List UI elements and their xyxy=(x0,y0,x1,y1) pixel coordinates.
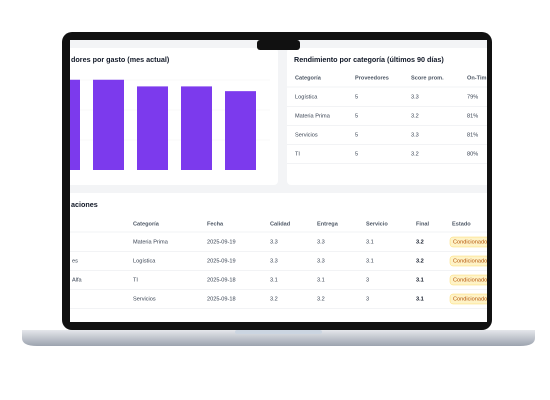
table-cell: Materia Prima xyxy=(133,239,169,245)
table-cell: 3.3 xyxy=(411,94,419,100)
table-cell: 3.1 xyxy=(317,277,325,283)
base-notch xyxy=(235,330,322,334)
table-cell: 3 xyxy=(366,296,369,302)
table-header: Categoría xyxy=(133,221,160,227)
table-header: On-Tim xyxy=(467,75,487,81)
table-cell: 3 xyxy=(366,277,369,283)
card-title: dores por gasto (mes actual) xyxy=(71,55,170,64)
card-title: aciones xyxy=(71,200,98,209)
table-header: Proveedores xyxy=(355,75,389,81)
status-text: Condicionado xyxy=(453,239,487,245)
status-badge xyxy=(449,236,487,248)
bar xyxy=(93,79,124,170)
table-header: Categoría xyxy=(295,75,322,81)
table-cell: Servicios xyxy=(295,132,318,138)
status-text: Condicionado xyxy=(453,258,487,264)
table-cell: 5 xyxy=(355,151,358,157)
bar xyxy=(137,86,168,170)
table-cell: 3.2 xyxy=(411,151,419,157)
laptop-base xyxy=(22,330,535,346)
table-cell: 3.2 xyxy=(416,239,424,245)
table-header: Score prom. xyxy=(411,75,444,81)
table-cell: 3.2 xyxy=(411,113,419,119)
table-cell: 3.3 xyxy=(317,239,325,245)
table-cell: Materia Prima xyxy=(295,113,331,119)
evaluations-card xyxy=(70,193,487,322)
supplier-cell: Alfa xyxy=(72,277,83,283)
table-cell: 3.3 xyxy=(270,239,278,245)
card-title: Rendimiento por categoría (últimos 90 dí… xyxy=(294,55,444,64)
table-cell: 3.2 xyxy=(270,296,278,302)
bar xyxy=(225,91,256,170)
camera-notch xyxy=(257,40,300,50)
table-cell: Logística xyxy=(295,94,318,100)
table-cell: 5 xyxy=(355,94,358,100)
bar xyxy=(70,79,80,170)
table-cell: 5 xyxy=(355,132,358,138)
table-cell: 79% xyxy=(467,94,478,100)
table-header: Entrega xyxy=(317,221,339,227)
status-badge xyxy=(449,255,487,267)
table-cell: 2025-09-18 xyxy=(207,296,236,302)
table-cell: 3.2 xyxy=(416,258,424,264)
table-header: Calidad xyxy=(270,221,291,227)
table-cell: TI xyxy=(295,151,300,157)
table-header: Servicio xyxy=(366,221,388,227)
table-cell: 81% xyxy=(467,132,478,138)
table-cell: 3.1 xyxy=(416,277,424,283)
table-header: Estado xyxy=(452,221,471,227)
table-cell: 5 xyxy=(355,113,358,119)
table-header: Final xyxy=(416,221,429,227)
status-text: Condicionado xyxy=(453,296,487,302)
table-cell: Servicios xyxy=(133,296,156,302)
table-cell: 3.3 xyxy=(317,258,325,264)
table-cell: 2025-09-18 xyxy=(207,277,236,283)
table-cell: Logística xyxy=(133,258,156,264)
screen: dores por gasto (mes actual) Rendimiento… xyxy=(70,40,487,322)
bar xyxy=(181,86,212,170)
category-card xyxy=(287,48,487,185)
table-cell: 3.1 xyxy=(366,239,374,245)
supplier-cell: es xyxy=(72,258,78,264)
table-cell: 3.2 xyxy=(317,296,325,302)
status-text: Condicionado xyxy=(453,277,487,283)
table-cell: 3.3 xyxy=(270,258,278,264)
table-cell: 81% xyxy=(467,113,478,119)
status-badge xyxy=(449,274,487,286)
table-cell: 80% xyxy=(467,151,478,157)
table-cell: 2025-09-19 xyxy=(207,239,236,245)
table-cell: 3.1 xyxy=(366,258,374,264)
table-cell: 2025-09-19 xyxy=(207,258,236,264)
table-cell: 3.1 xyxy=(270,277,278,283)
status-badge xyxy=(449,293,487,305)
table-cell: 3.1 xyxy=(416,296,424,302)
table-cell: 3.3 xyxy=(411,132,419,138)
table-cell: TI xyxy=(133,277,138,283)
table-header: Fecha xyxy=(207,221,224,227)
